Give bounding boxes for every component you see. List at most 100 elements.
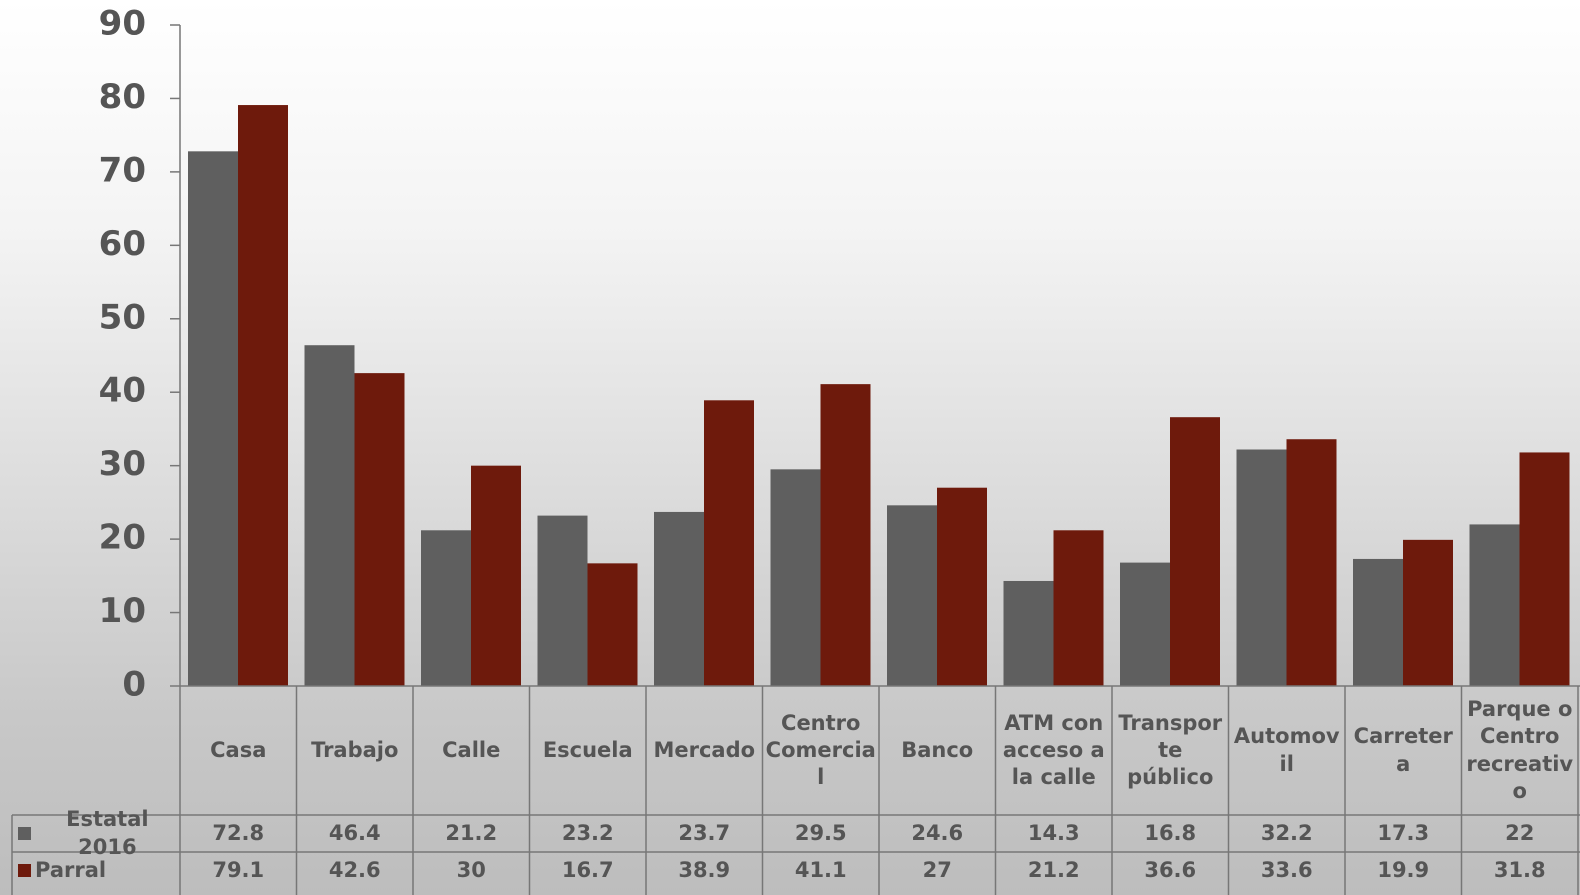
category-label: Casa <box>180 686 297 815</box>
legend-label-text: Estatal 2016 <box>66 807 149 859</box>
bar <box>304 345 355 686</box>
category-label-text: Trabajo <box>311 737 399 762</box>
bar <box>820 384 871 686</box>
value-label-text: 29.5 <box>794 820 847 845</box>
bar <box>654 511 704 686</box>
y-tick-label: 0 <box>122 665 146 705</box>
bar <box>354 373 405 686</box>
value-label-text: 72.8 <box>212 820 265 845</box>
y-tick-label: 90 <box>99 4 146 44</box>
y-tick-label: 50 <box>99 297 146 337</box>
category-label-text: Banco <box>901 737 974 762</box>
value-label: 16.8 <box>1112 815 1229 852</box>
category-label: Trabajo <box>297 686 414 815</box>
category-label: Centro Comercial <box>763 686 880 815</box>
category-label-text: Casa <box>210 737 267 762</box>
bar <box>188 151 238 686</box>
value-label: 21.2 <box>413 815 530 852</box>
category-label: Transporte público <box>1112 686 1229 815</box>
value-label: 42.6 <box>297 852 414 889</box>
bar <box>1120 562 1170 686</box>
category-label-text: Parque o Centro recreativo <box>1466 696 1574 803</box>
category-label-text: Carretera <box>1353 724 1453 776</box>
value-label: 79.1 <box>180 852 297 889</box>
value-label-text: 19.9 <box>1377 857 1430 882</box>
bar <box>421 530 471 686</box>
bar <box>704 400 754 686</box>
y-tick-label: 80 <box>99 77 146 117</box>
value-label: 41.1 <box>763 852 880 889</box>
value-label-text: 30 <box>456 857 486 882</box>
value-label: 22 <box>1462 815 1579 852</box>
y-tick-label: 40 <box>99 371 146 411</box>
value-label-text: 33.6 <box>1260 857 1313 882</box>
value-label: 32.2 <box>1229 815 1346 852</box>
value-label-text: 21.2 <box>1027 857 1080 882</box>
y-tick-label: 10 <box>99 591 146 631</box>
bar <box>537 515 588 686</box>
category-label: Escuela <box>530 686 647 815</box>
value-label-text: 21.2 <box>445 820 498 845</box>
bar <box>1053 530 1104 686</box>
bar <box>1403 539 1453 686</box>
value-label-text: 38.9 <box>678 857 731 882</box>
value-label-text: 27 <box>922 857 952 882</box>
category-label-text: Escuela <box>542 737 633 762</box>
bar <box>238 105 288 686</box>
value-label: 31.8 <box>1462 852 1579 889</box>
bar <box>1469 524 1520 686</box>
category-label-text: Calle <box>442 737 501 762</box>
value-label: 24.6 <box>879 815 996 852</box>
y-tick-label: 70 <box>99 150 146 190</box>
bar <box>1003 580 1054 686</box>
value-label: 19.9 <box>1345 852 1462 889</box>
value-label: 36.6 <box>1112 852 1229 889</box>
value-label: 17.3 <box>1345 815 1462 852</box>
value-label-text: 16.7 <box>561 857 614 882</box>
value-label-text: 14.3 <box>1027 820 1080 845</box>
category-label-text: Mercado <box>653 737 756 762</box>
value-label: 27 <box>879 852 996 889</box>
value-label: 23.2 <box>530 815 647 852</box>
category-label-text: Automovil <box>1233 724 1340 776</box>
category-label-text: Transporte público <box>1118 710 1223 790</box>
value-label-text: 24.6 <box>911 820 964 845</box>
bar <box>1286 439 1337 686</box>
legend-swatch <box>18 864 31 877</box>
y-tick-label: 20 <box>99 518 146 558</box>
bar <box>770 469 821 686</box>
value-label-text: 41.1 <box>794 857 847 882</box>
value-label: 14.3 <box>996 815 1113 852</box>
category-label-text: ATM con acceso a la calle <box>1002 710 1105 790</box>
value-label-text: 22 <box>1505 820 1535 845</box>
value-label-text: 79.1 <box>212 857 265 882</box>
value-label-text: 42.6 <box>328 857 381 882</box>
bar <box>1353 558 1403 686</box>
bar <box>471 465 521 686</box>
category-label-text: Centro Comercial <box>765 710 876 790</box>
value-label: 16.7 <box>530 852 647 889</box>
value-label-text: 16.8 <box>1144 820 1197 845</box>
category-label: Calle <box>413 686 530 815</box>
y-tick-label: 60 <box>99 224 146 264</box>
value-label: 38.9 <box>646 852 763 889</box>
value-label-text: 31.8 <box>1493 857 1546 882</box>
legend-label: Estatal 2016 <box>12 807 180 859</box>
legend-label: Parral <box>12 852 180 889</box>
legend-label-text: Parral <box>35 857 107 882</box>
category-label: ATM con acceso a la calle <box>996 686 1113 815</box>
value-label-text: 36.6 <box>1144 857 1197 882</box>
value-label-text: 46.4 <box>328 820 381 845</box>
bar <box>887 505 937 686</box>
bar <box>587 563 638 686</box>
bar <box>1519 452 1570 686</box>
value-label: 23.7 <box>646 815 763 852</box>
value-label-text: 23.7 <box>678 820 731 845</box>
y-tick-label: 30 <box>99 444 146 484</box>
legend-swatch <box>18 827 31 840</box>
bar <box>1236 449 1287 686</box>
value-label: 21.2 <box>996 852 1113 889</box>
category-label: Carretera <box>1345 686 1462 815</box>
value-label: 33.6 <box>1229 852 1346 889</box>
